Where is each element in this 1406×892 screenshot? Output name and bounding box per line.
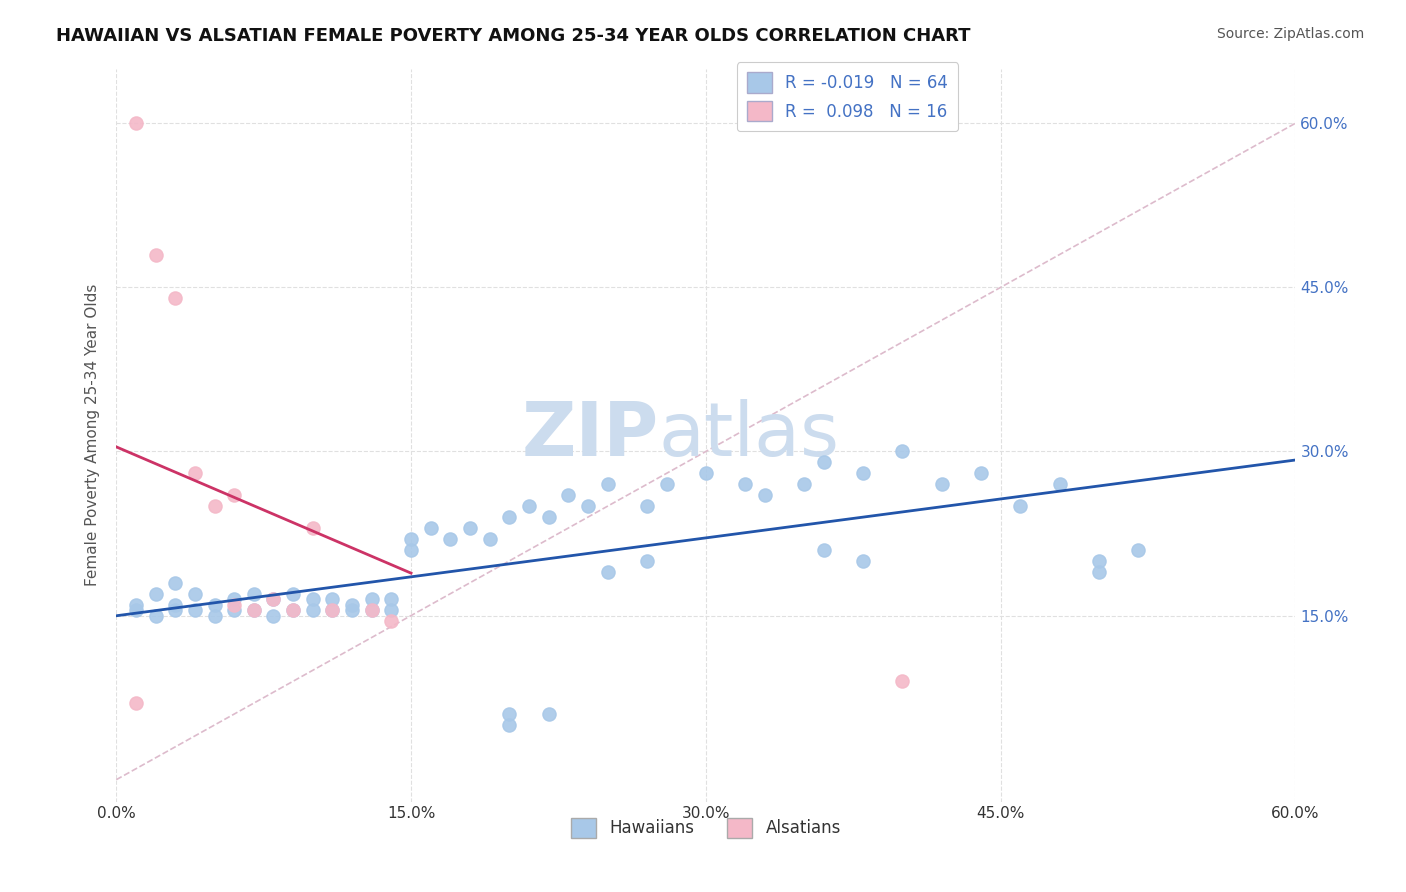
Point [145,247,167,261]
Point [439,532,461,546]
Point [498,510,520,524]
Point [360,603,382,617]
Point [340,598,363,612]
Point [360,592,382,607]
Point [125,116,148,130]
Point [321,603,343,617]
Point [793,477,815,491]
Point [813,455,835,469]
Point [1049,477,1071,491]
Point [754,488,776,502]
Point [498,706,520,721]
Point [340,603,363,617]
Point [263,592,285,607]
Point [636,499,658,513]
Point [301,521,323,535]
Point [204,598,226,612]
Point [380,614,402,628]
Point [636,554,658,568]
Point [224,598,246,612]
Point [321,603,343,617]
Point [360,603,382,617]
Point [165,291,187,305]
Point [301,603,323,617]
Point [224,603,246,617]
Text: HAWAIIAN VS ALSATIAN FEMALE POVERTY AMONG 25-34 YEAR OLDS CORRELATION CHART: HAWAIIAN VS ALSATIAN FEMALE POVERTY AMON… [56,27,970,45]
Point [243,603,266,617]
Point [557,488,579,502]
Point [970,467,993,481]
Point [125,603,148,617]
Y-axis label: Female Poverty Among 25-34 Year Olds: Female Poverty Among 25-34 Year Olds [86,284,100,586]
Point [380,592,402,607]
Point [321,592,343,607]
Point [576,499,599,513]
Point [380,603,402,617]
Point [458,521,481,535]
Point [125,696,148,710]
Point [596,477,619,491]
Legend: Hawaiians, Alsatians: Hawaiians, Alsatians [564,811,848,845]
Point [145,587,167,601]
Point [263,608,285,623]
Point [184,587,207,601]
Point [852,467,875,481]
Point [537,706,560,721]
Point [734,477,756,491]
Point [125,598,148,612]
Point [281,603,304,617]
Point [1088,565,1111,579]
Point [1128,543,1150,558]
Text: atlas: atlas [658,399,839,472]
Point [243,587,266,601]
Point [204,608,226,623]
Point [419,521,441,535]
Point [537,510,560,524]
Point [165,603,187,617]
Point [165,575,187,590]
Point [281,587,304,601]
Point [852,554,875,568]
Point [1088,554,1111,568]
Point [224,488,246,502]
Point [931,477,953,491]
Text: Source: ZipAtlas.com: Source: ZipAtlas.com [1216,27,1364,41]
Point [184,467,207,481]
Text: ZIP: ZIP [522,399,658,472]
Point [655,477,678,491]
Point [813,543,835,558]
Point [1010,499,1032,513]
Point [184,603,207,617]
Point [281,603,304,617]
Point [399,543,422,558]
Point [596,565,619,579]
Point [517,499,540,513]
Point [695,467,717,481]
Point [204,499,226,513]
Point [891,674,914,689]
Point [243,603,266,617]
Point [145,608,167,623]
Point [891,444,914,458]
Point [301,592,323,607]
Point [498,718,520,732]
Point [224,592,246,607]
Point [263,592,285,607]
Point [165,598,187,612]
Point [399,532,422,546]
Point [478,532,501,546]
